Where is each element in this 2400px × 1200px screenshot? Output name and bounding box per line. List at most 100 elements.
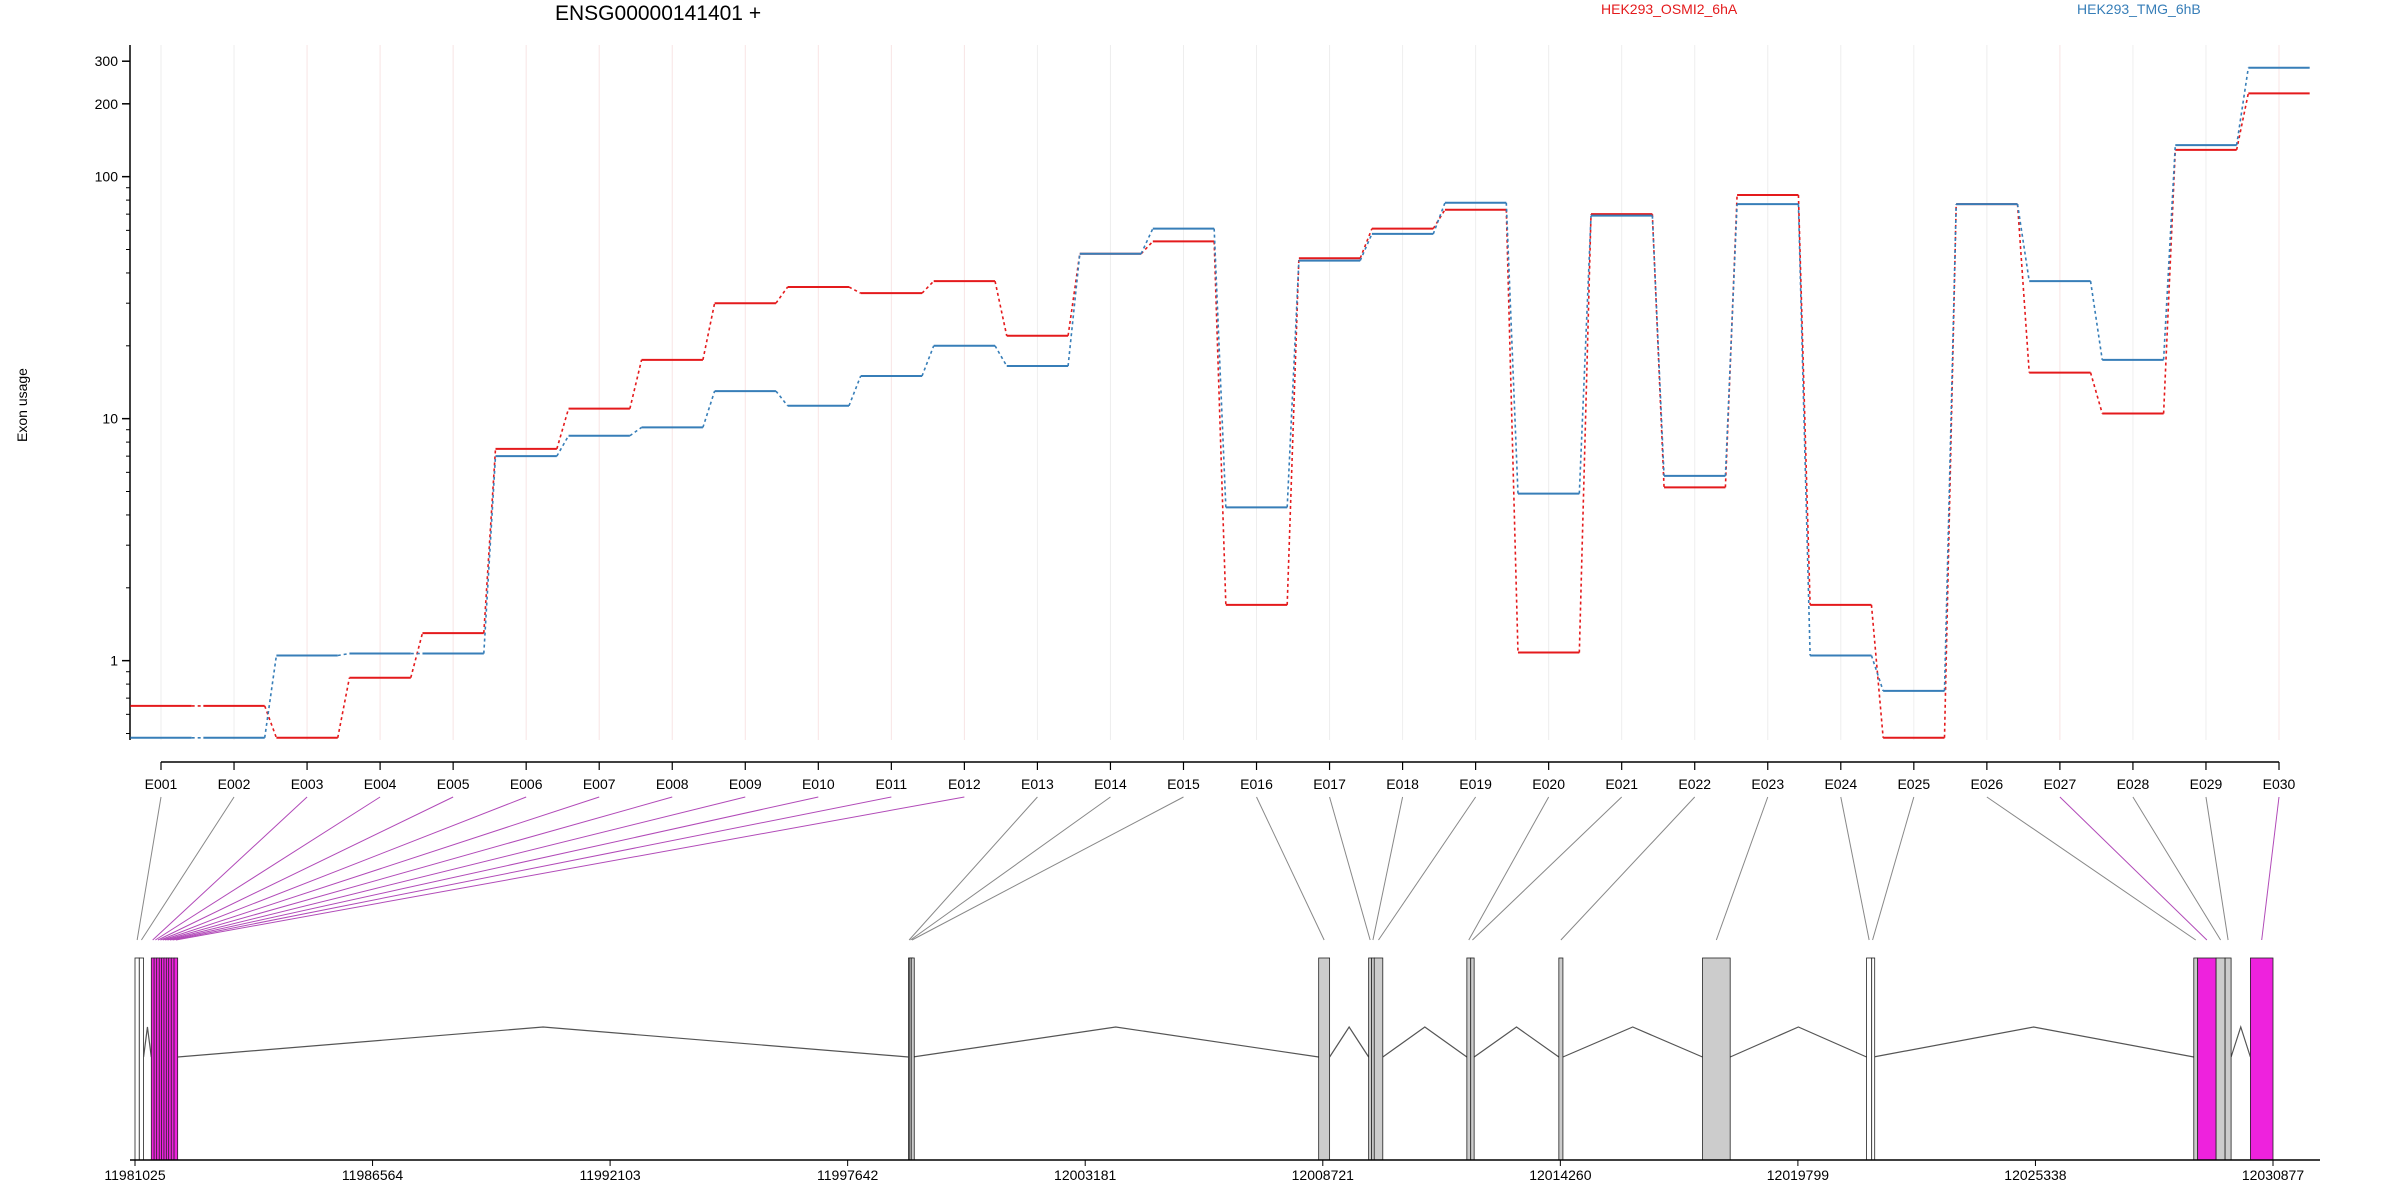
exon-value-connector bbox=[483, 456, 497, 654]
intron-arc bbox=[1729, 1026, 1867, 1058]
exon-connector-line bbox=[908, 796, 1038, 941]
exon-box bbox=[2197, 957, 2217, 1161]
exon-connector-line bbox=[1468, 796, 1550, 941]
exon-connector-line bbox=[172, 796, 892, 941]
exon-connector-line bbox=[167, 796, 746, 941]
exon-connector-line bbox=[1372, 796, 1404, 941]
x-tick-label: E011 bbox=[876, 776, 908, 792]
exon-value-connector bbox=[2235, 67, 2250, 146]
x-tick-label: E030 bbox=[2263, 776, 2296, 792]
exon-value-connector bbox=[1870, 604, 1884, 738]
exon-value-connector bbox=[848, 375, 862, 407]
exon-value-connector bbox=[410, 632, 424, 678]
exon-value-connector bbox=[1359, 233, 1373, 261]
genomic-tick-label: 12019799 bbox=[1767, 1167, 1830, 1183]
exon-value-connector bbox=[263, 655, 278, 738]
x-tick-label: E022 bbox=[1678, 776, 1711, 792]
exon-value-connector bbox=[483, 448, 497, 634]
exon-value-connector bbox=[2235, 93, 2250, 151]
exon-value-connector bbox=[1578, 215, 1592, 494]
exon-value-connector bbox=[1213, 228, 1227, 508]
exon-value-connector bbox=[921, 280, 935, 294]
exon-value-connector bbox=[1943, 204, 1957, 738]
exon-connector-line bbox=[2059, 796, 2208, 941]
legend-item-osmi2: HEK293_OSMI2_6hA bbox=[1601, 1, 1738, 17]
exon-value-connector bbox=[1797, 204, 1811, 656]
exon-value-connector bbox=[702, 303, 716, 361]
intron-arc bbox=[1329, 1025, 1370, 1058]
x-tick-label: E028 bbox=[2117, 776, 2150, 792]
exon-box bbox=[134, 957, 140, 1161]
exon-value-connector bbox=[1140, 240, 1154, 255]
x-tick-label: E001 bbox=[145, 776, 178, 792]
exon-box bbox=[1558, 957, 1564, 1161]
intron-arc bbox=[1473, 1026, 1560, 1058]
series-tmg bbox=[130, 66, 2310, 739]
exon-value-connector bbox=[994, 345, 1008, 367]
exon-value-connector bbox=[1140, 228, 1154, 255]
x-tick-label: E020 bbox=[1532, 776, 1565, 792]
exon-value-connector bbox=[556, 435, 570, 457]
intron-arc bbox=[177, 1026, 909, 1058]
chart-title: ENSG00000141401 + bbox=[555, 2, 762, 25]
x-tick-label: E029 bbox=[2190, 776, 2223, 792]
x-tick-label: E015 bbox=[1167, 776, 1200, 792]
x-tick-label: E024 bbox=[1824, 776, 1857, 792]
exon-value-connector bbox=[1286, 258, 1300, 605]
exon-connector-line bbox=[2261, 796, 2280, 941]
genomic-tick-label: 12003181 bbox=[1054, 1167, 1117, 1183]
x-tick-label: E027 bbox=[2044, 776, 2077, 792]
exon-value-connector bbox=[263, 705, 278, 739]
x-tick-label: E021 bbox=[1605, 776, 1638, 792]
exon-value-connector bbox=[994, 280, 1008, 336]
exon-box bbox=[1368, 957, 1373, 1161]
exon-connector-line bbox=[1986, 796, 2197, 941]
exon-value-connector bbox=[2089, 372, 2104, 414]
exon-connector-line bbox=[1715, 796, 1769, 941]
exon-value-connector bbox=[629, 426, 643, 437]
exon-value-connector bbox=[1505, 209, 1519, 653]
exon-box bbox=[138, 957, 144, 1161]
exon-value-connector bbox=[1870, 655, 1884, 692]
x-tick-label: E023 bbox=[1751, 776, 1784, 792]
exon-value-connector bbox=[1578, 214, 1592, 653]
exon-box bbox=[2215, 957, 2226, 1161]
exon-value-connector bbox=[1505, 202, 1519, 494]
x-tick-label: E004 bbox=[364, 776, 397, 792]
x-tick-label: E026 bbox=[1971, 776, 2004, 792]
exon-value-connector bbox=[2016, 204, 2031, 373]
genomic-tick-label: 11992103 bbox=[579, 1167, 640, 1183]
y-tick-label: 200 bbox=[95, 96, 119, 112]
exon-value-connector bbox=[629, 359, 643, 409]
x-tick-label: E006 bbox=[510, 776, 543, 792]
exon-value-connector bbox=[775, 390, 789, 407]
genomic-tick-label: 12008721 bbox=[1292, 1167, 1355, 1183]
exon-value-connector bbox=[1067, 253, 1081, 336]
x-tick-label: E013 bbox=[1021, 776, 1054, 792]
exon-connector-line bbox=[910, 796, 1111, 941]
exon-box bbox=[1318, 957, 1331, 1161]
exon-value-connector bbox=[1359, 228, 1373, 259]
exon-connector-line bbox=[1329, 796, 1371, 941]
legend-item-tmg: HEK293_TMG_6hB bbox=[2077, 1, 2201, 17]
exon-connector-line bbox=[1256, 796, 1325, 941]
exon-value-connector bbox=[702, 390, 716, 428]
x-tick-label: E017 bbox=[1313, 776, 1346, 792]
x-tick-label: E005 bbox=[437, 776, 470, 792]
exon-box bbox=[1702, 957, 1731, 1161]
exon-connector-line bbox=[1872, 796, 1915, 941]
x-tick-label: E002 bbox=[218, 776, 251, 792]
exon-value-connector bbox=[2016, 204, 2031, 282]
exon-value-connector bbox=[1943, 204, 1957, 691]
exon-box bbox=[1466, 957, 1472, 1161]
exon-connector-line bbox=[155, 796, 381, 941]
exon-value-connector bbox=[1286, 260, 1300, 508]
intron-arc bbox=[1382, 1026, 1468, 1058]
genomic-tick-label: 11986564 bbox=[342, 1167, 403, 1183]
exon-value-connector bbox=[336, 677, 351, 738]
x-tick-label: E025 bbox=[1897, 776, 1930, 792]
exon-box bbox=[1470, 957, 1475, 1161]
exon-value-connector bbox=[337, 652, 350, 657]
y-tick-label: 10 bbox=[102, 411, 118, 427]
